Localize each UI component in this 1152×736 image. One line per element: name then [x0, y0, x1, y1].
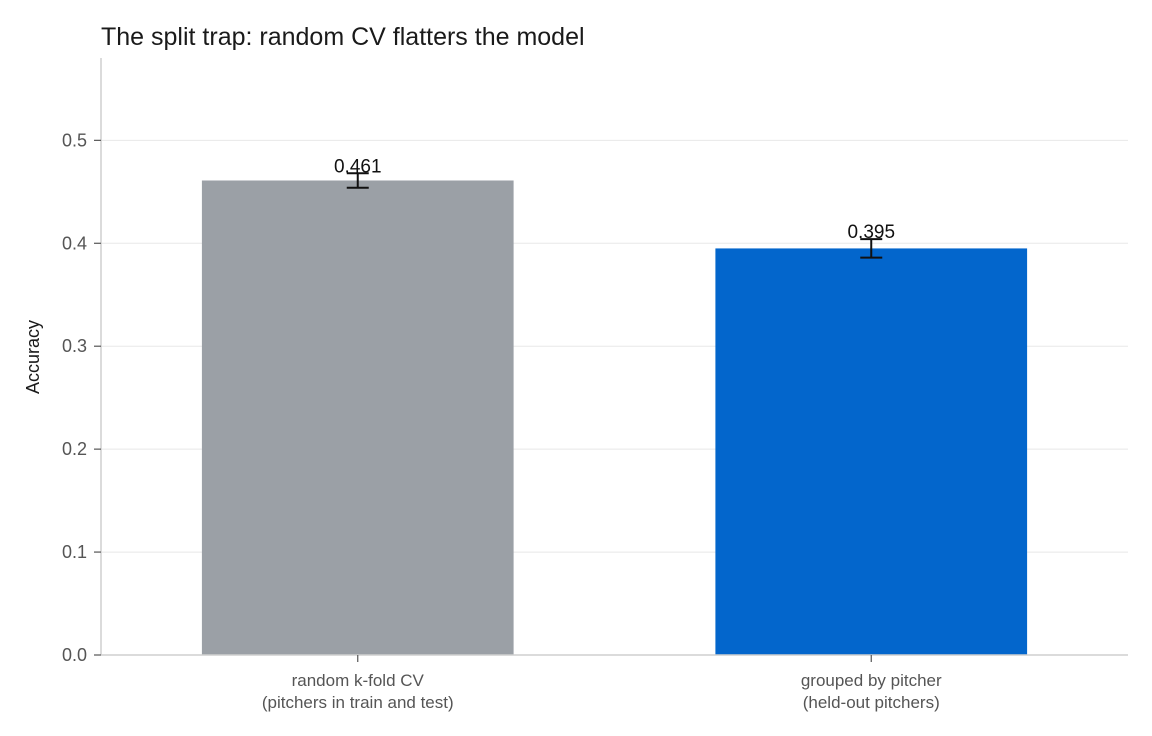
x-tick-label-sub: (held-out pitchers) — [803, 693, 940, 712]
value-labels: 0.461 0.395 — [334, 156, 895, 243]
bar — [201, 180, 514, 656]
y-axis-title: Accuracy — [23, 320, 43, 394]
x-tick-label: random k-fold CV — [292, 671, 425, 690]
y-tick-label: 0.2 — [62, 439, 87, 459]
y-tick-label: 0.4 — [62, 233, 87, 253]
y-ticks: 0.0 0.1 0.2 0.3 0.4 0.5 — [62, 130, 101, 665]
x-tick-label: grouped by pitcher — [801, 671, 942, 690]
y-tick-label: 0.5 — [62, 130, 87, 150]
axes — [100, 58, 1128, 656]
data-label: 0.395 — [847, 222, 895, 243]
bar — [715, 248, 1028, 655]
bars — [201, 180, 1028, 656]
y-tick-label: 0.1 — [62, 542, 87, 562]
x-tick-label-sub: (pitchers in train and test) — [262, 693, 454, 712]
error-bars — [346, 172, 883, 259]
data-label: 0.461 — [334, 156, 382, 177]
x-ticks: random k-fold CV (pitchers in train and t… — [262, 655, 942, 712]
y-tick-label: 0.0 — [62, 645, 87, 665]
y-tick-label: 0.3 — [62, 336, 87, 356]
chart-title: The split trap: random CV flatters the m… — [101, 23, 585, 51]
